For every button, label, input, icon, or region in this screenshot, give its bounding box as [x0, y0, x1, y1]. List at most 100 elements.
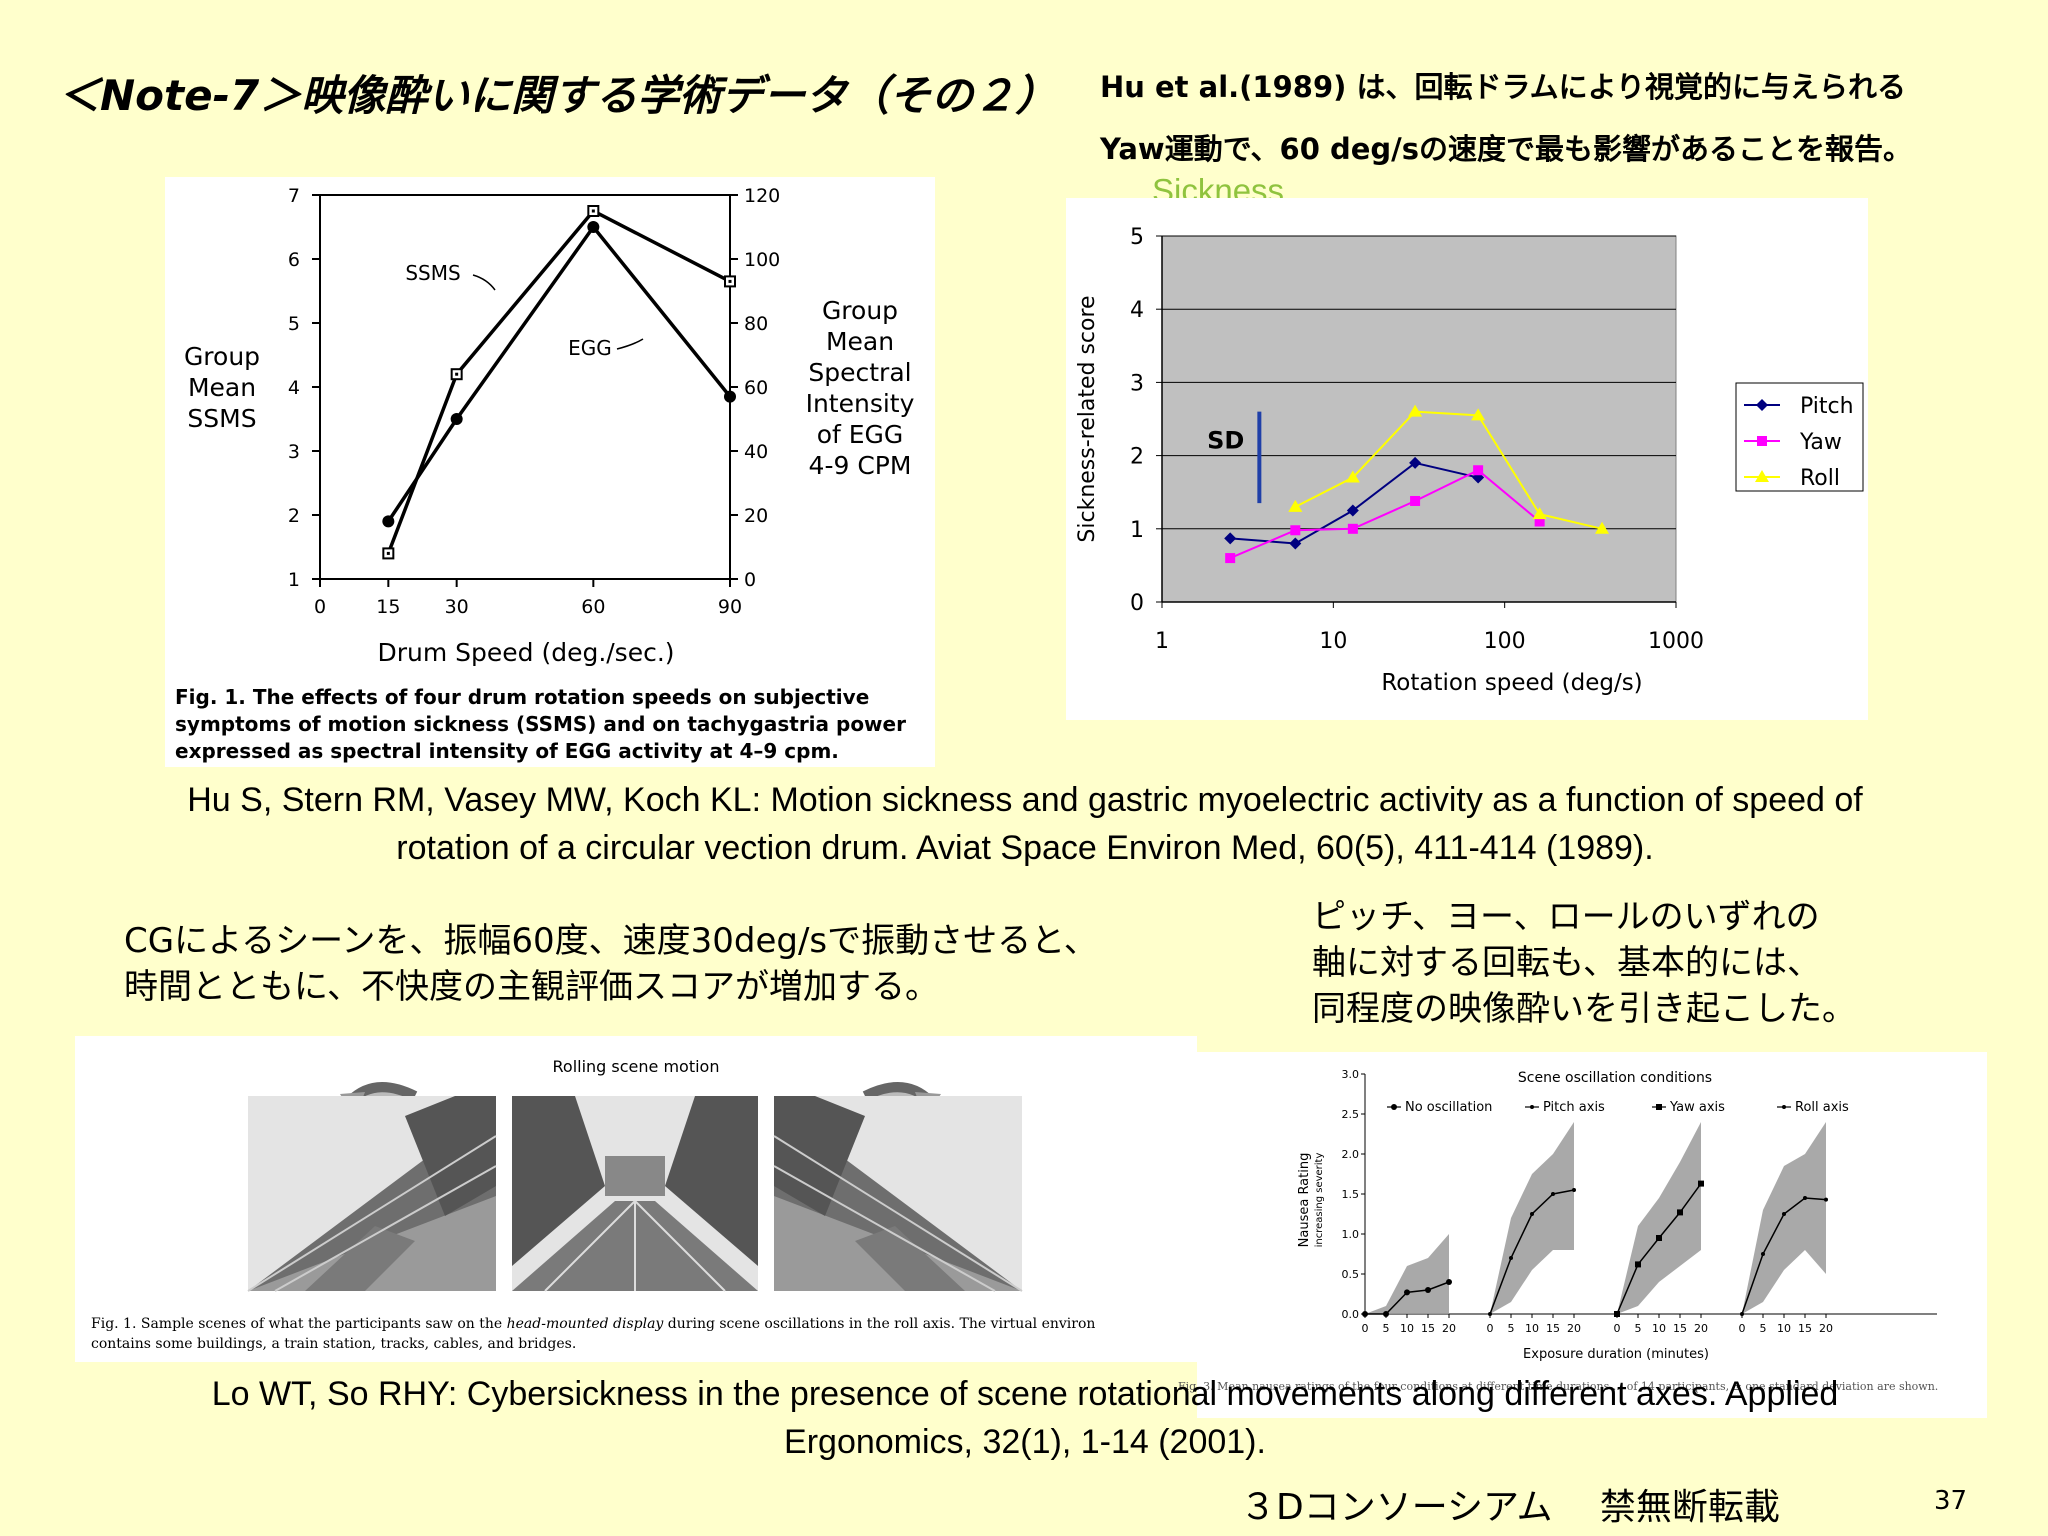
nausea-legend-marker [1391, 1104, 1397, 1110]
sickness-legend-marker-pitch [1756, 399, 1768, 411]
hu-right-tick-label: 40 [744, 441, 768, 463]
nausea-y-tick-label: 2.0 [1342, 1148, 1360, 1161]
nausea-footnote: Fig. 3. Mean nausea ratings of the four … [1178, 1380, 1939, 1393]
nausea-point [1698, 1180, 1704, 1187]
nausea-x-tick-label: 5 [1760, 1322, 1767, 1335]
nausea-legend-marker [1782, 1105, 1786, 1109]
hu-x-tick-label: 90 [718, 596, 742, 618]
sickness-figure-panel: 0 1 2 3 4 5 1 10 100 1000 SD Pitch Yaw Roll Sicknes… [1066, 198, 1868, 720]
hu-x-tick-label: 30 [445, 596, 469, 618]
sickness-point-yaw [1473, 465, 1484, 476]
summary-note: Hu et al.(1989) は、回転ドラムにより視覚的に与えられる Yaw運… [1100, 56, 1912, 180]
hu-left-tick-label: 4 [288, 377, 300, 399]
hu-right-tick-label: 60 [744, 377, 768, 399]
sickness-point-roll [1532, 507, 1547, 520]
comment-left: CGによるシーンを、振幅60度、速度30deg/sで振動させると、 時間とともに… [124, 918, 1098, 1010]
nausea-y-tick-label: 1.0 [1342, 1228, 1360, 1241]
nausea-point [1404, 1289, 1410, 1296]
nausea-x-tick-label: 20 [1819, 1322, 1833, 1335]
nausea-legend-label: Roll axis [1795, 1100, 1849, 1115]
comment-right-line-1: ピッチ、ヨー、ロールのいずれの [1312, 897, 1820, 937]
footer-copyright: ３Dコンソーシアム 禁無断転載 [1240, 1487, 1780, 1528]
hu-right-axis-label: Intensity [806, 389, 915, 418]
nausea-chart-title: Scene oscillation conditions [1518, 1070, 1712, 1086]
hu-right-tick-label: 80 [744, 313, 768, 335]
nausea-y-tick-label: 2.5 [1342, 1108, 1360, 1121]
nausea-x-tick-label: 15 [1546, 1322, 1560, 1335]
hu-right-axis-label: Group [822, 296, 898, 325]
nausea-y-tick-label: 0.5 [1342, 1268, 1360, 1281]
sickness-point-yaw [1225, 553, 1236, 564]
nausea-point [1635, 1261, 1641, 1268]
scene-caption-line-2: contains some buildings, a train station… [91, 1336, 576, 1352]
hu-point-dot [728, 279, 732, 283]
sickness-point-pitch [1346, 504, 1359, 517]
hu-series-line-egg [386, 224, 732, 523]
nausea-sd-band [1490, 1122, 1574, 1314]
sickness-point-roll [1288, 499, 1303, 512]
hu-right-axis-label: Spectral [808, 358, 911, 387]
sickness-x-tick-label: 100 [1484, 629, 1526, 654]
sickness-x-tick-label: 1000 [1648, 629, 1704, 654]
scene-figure-label: Rolling scene motion [553, 1057, 720, 1076]
hu-left-tick-label: 1 [288, 569, 300, 591]
citation-lo-line-1: Lo WT, So RHY: Cybersickness in the pres… [211, 1375, 1839, 1413]
hu-left-tick-label: 6 [288, 249, 300, 271]
hu-egg-arrow [616, 338, 644, 350]
hu-chart: 1 2 3 4 5 6 7 0 20 40 60 80 100 120 0 15 30 60 90 Drum Spe… [175, 185, 915, 763]
hu-point-egg [587, 221, 600, 233]
nausea-point [1761, 1252, 1765, 1256]
hu-point-dot [386, 551, 390, 555]
page-title: ＜Note-7＞映像酔いに関する学術データ（その２） [58, 71, 1058, 120]
nausea-legend-marker [1530, 1105, 1534, 1109]
sickness-series-line-yaw [1229, 469, 1541, 559]
hu-point-egg [382, 515, 395, 528]
nausea-x-tick-label: 20 [1567, 1322, 1581, 1335]
hu-left-axis-label: Group [184, 342, 260, 371]
nausea-x-axis-label: Exposure duration (minutes) [1523, 1347, 1709, 1362]
comment-right-line-3: 同程度の映像酔いを引き起こした。 [1312, 989, 1856, 1029]
nausea-y-axis-label: Nausea Rating [1297, 1153, 1312, 1248]
hu-point-dot [591, 209, 595, 213]
hu-point-dot [455, 372, 459, 376]
nausea-x-tick-label: 0 [1739, 1322, 1746, 1335]
hu-left-axis-label: SSMS [187, 404, 256, 433]
sickness-point-pitch [1409, 456, 1422, 469]
sickness-point-roll [1408, 404, 1423, 417]
citation-lo-line-2: Ergonomics, 32(1), 1-14 (2001). [784, 1423, 1266, 1461]
nausea-y-tick-label: 0.0 [1342, 1308, 1360, 1321]
sickness-point-yaw [1290, 525, 1301, 536]
nausea-x-tick-label: 10 [1777, 1322, 1791, 1335]
nausea-x-tick-label: 15 [1421, 1322, 1435, 1335]
hu-egg-annotation: EGG [568, 336, 612, 360]
hu-left-axis-label: Mean [188, 373, 256, 402]
nausea-x-tick-label: 5 [1383, 1322, 1390, 1335]
page-number: 37 [1934, 1486, 1968, 1516]
sickness-y-tick-label: 1 [1130, 518, 1144, 543]
nausea-legend-label: Pitch axis [1543, 1100, 1605, 1115]
nausea-legend-label: Yaw axis [1669, 1100, 1725, 1115]
scene-image-1 [247, 1096, 497, 1292]
hu-right-axis-label: of EGG [817, 420, 904, 449]
comment-right-line-2: 軸に対する回転も、基本的には、 [1312, 943, 1821, 983]
hu-x-tick-label: 0 [314, 596, 326, 618]
hu-x-tick-label: 60 [581, 596, 605, 618]
sickness-y-tick-label: 2 [1130, 445, 1144, 470]
sickness-point-yaw [1410, 495, 1421, 506]
sickness-x-tick-label: 10 [1319, 629, 1347, 654]
hu-caption-line: expressed as spectral intensity of EGG a… [175, 739, 839, 763]
sickness-point-roll [1471, 408, 1486, 421]
summary-line-1: Hu et al.(1989) は、回転ドラムにより視覚的に与えられる [1100, 70, 1907, 104]
nausea-legend-label: No oscillation [1405, 1100, 1492, 1115]
sickness-y-tick-label: 3 [1130, 371, 1144, 396]
hu-left-tick-label: 2 [288, 505, 300, 527]
hu-point-egg [450, 413, 463, 425]
sickness-series-line-roll [1294, 410, 1603, 530]
sickness-y-tick-label: 4 [1130, 298, 1144, 323]
sickness-legend-marker-yaw [1757, 436, 1767, 446]
scene-caption-line-1: Fig. 1. Sample scenes of what the partic… [91, 1316, 1095, 1332]
nausea-y-tick-label: 3.0 [1342, 1068, 1360, 1081]
nausea-x-tick-label: 0 [1487, 1322, 1494, 1335]
nausea-point [1782, 1212, 1786, 1216]
